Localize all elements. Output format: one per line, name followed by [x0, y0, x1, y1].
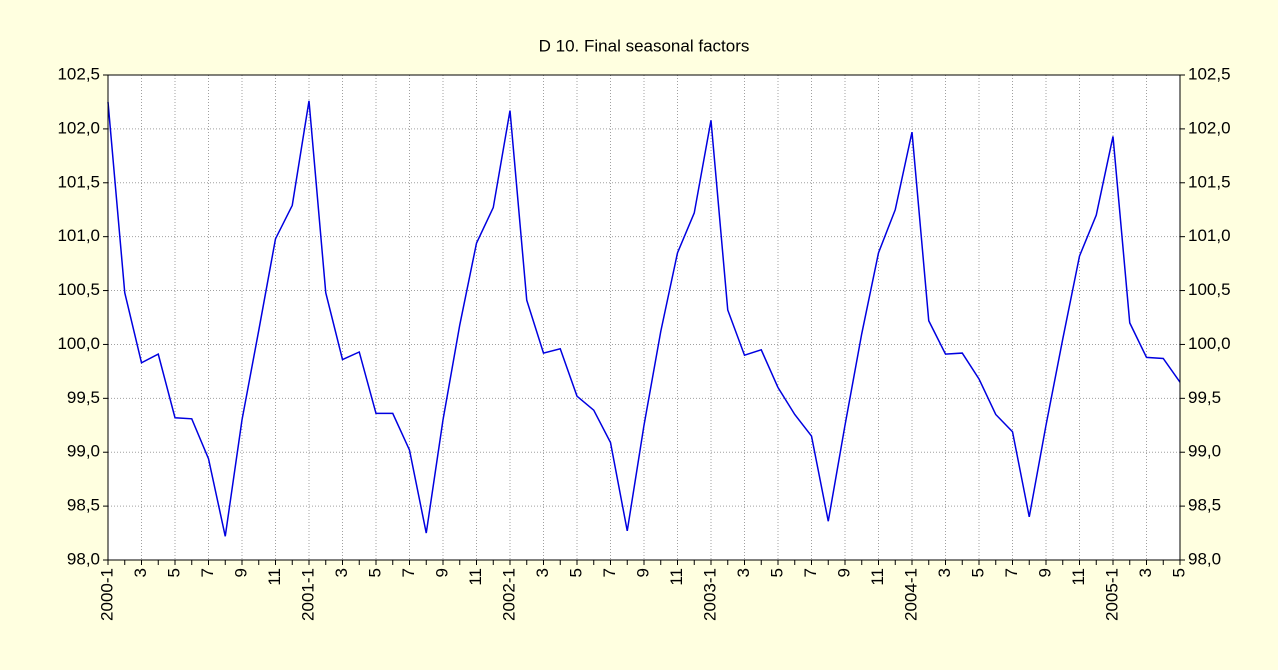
y-tick-label: 100,0: [57, 334, 100, 353]
y-tick-label: 99,0: [67, 442, 100, 461]
x-tick-label: 7: [600, 568, 619, 577]
x-tick-label: 7: [399, 568, 418, 577]
x-tick-label: 3: [734, 568, 753, 577]
x-tick-label: 2005-1: [1102, 568, 1121, 621]
data-line: [107, 100, 1181, 537]
x-tick-label: 9: [633, 568, 652, 577]
x-tick-label: 11: [265, 568, 284, 586]
x-tick-label: 11: [1069, 568, 1088, 586]
y-tick-label: 101,5: [57, 172, 100, 191]
x-tick-label: 2000-1: [97, 568, 116, 621]
x-tick-label: 5: [365, 568, 384, 577]
chart-title: D 10. Final seasonal factors: [539, 36, 750, 55]
y2-tick-label: 101,5: [1188, 172, 1231, 191]
plot-area: [107, 74, 1181, 561]
y2-tick-label: 100,0: [1188, 334, 1231, 353]
y-tick-label: 101,0: [57, 226, 100, 245]
x-tick-label: 9: [231, 568, 250, 577]
plot-frame: [107, 74, 1181, 561]
x-tick-label: 3: [935, 568, 954, 577]
y-tick-label: 98,5: [67, 496, 100, 515]
x-tick-label: 2002-1: [499, 568, 518, 621]
y-tick-label: 102,0: [57, 118, 100, 137]
x-tick-label: 7: [801, 568, 820, 577]
x-tick-label: 3: [1136, 568, 1155, 577]
y-tick-label: 100,5: [57, 280, 100, 299]
x-tick-label: 9: [432, 568, 451, 577]
x-tick-label: 7: [198, 568, 217, 577]
x-tick-label: 5: [968, 568, 987, 577]
y2-tick-label: 99,5: [1188, 388, 1221, 407]
x-tick-label: 3: [131, 568, 150, 577]
x-tick-label: 11: [868, 568, 887, 586]
y2-tick-label: 102,5: [1188, 64, 1231, 83]
x-tick-label: 3: [533, 568, 552, 577]
x-tick-label: 5: [566, 568, 585, 577]
x-tick-label: 2004-1: [901, 568, 920, 621]
y2-tick-label: 98,5: [1188, 496, 1221, 515]
x-tick-label: 3: [332, 568, 351, 577]
y2-tick-label: 102,0: [1188, 118, 1231, 137]
x-tick-label: 5: [164, 568, 183, 577]
y-tick-label: 98,0: [67, 549, 100, 568]
x-tick-label: 9: [834, 568, 853, 577]
x-tick-label: 2001-1: [298, 568, 317, 621]
x-tick-label: 11: [466, 568, 485, 586]
y2-tick-label: 100,5: [1188, 280, 1231, 299]
x-tick-label: 7: [1002, 568, 1021, 577]
x-tick-label: 5: [1169, 568, 1188, 577]
y2-tick-label: 101,0: [1188, 226, 1231, 245]
y2-tick-label: 99,0: [1188, 442, 1221, 461]
x-tick-label: 2003-1: [700, 568, 719, 621]
x-tick-label: 9: [1035, 568, 1054, 577]
y2-tick-label: 98,0: [1188, 549, 1221, 568]
x-tick-label: 5: [767, 568, 786, 577]
y-tick-label: 102,5: [57, 64, 100, 83]
x-tick-label: 11: [667, 568, 686, 586]
y-tick-label: 99,5: [67, 388, 100, 407]
